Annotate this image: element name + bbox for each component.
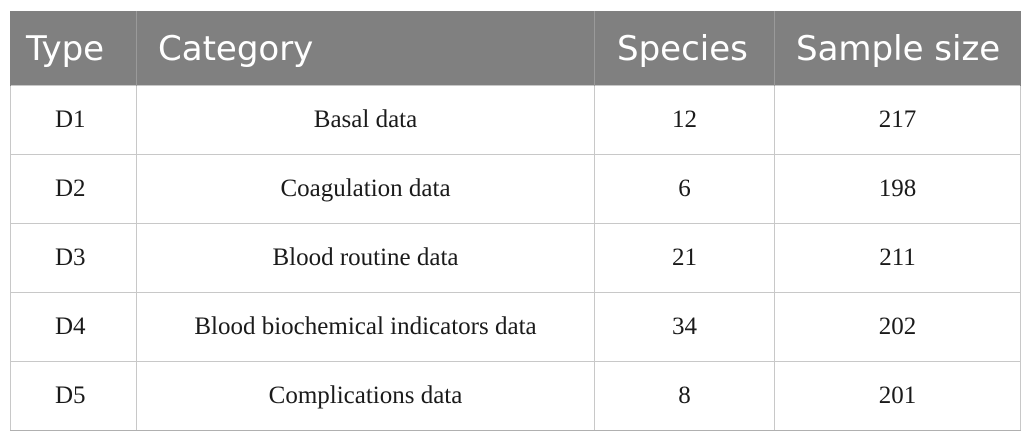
cell-sample-size: 201 <box>774 361 1021 431</box>
cell-category: Blood routine data <box>136 223 595 293</box>
cell-species: 6 <box>594 154 775 224</box>
header-row: Type Category Species Sample size <box>10 11 1021 86</box>
table-row: D3 Blood routine data 21 211 <box>10 223 1021 293</box>
cell-category: Blood biochemical indicators data <box>136 292 595 362</box>
table-row: D2 Coagulation data 6 198 <box>10 154 1021 224</box>
header-species: Species <box>594 11 775 86</box>
cell-species: 8 <box>594 361 775 431</box>
cell-category: Coagulation data <box>136 154 595 224</box>
data-table: Type Category Species Sample size D1 Bas… <box>10 11 1021 431</box>
table-header: Type Category Species Sample size <box>10 11 1021 86</box>
cell-type: D4 <box>10 292 137 362</box>
cell-category: Basal data <box>136 85 595 155</box>
cell-species: 34 <box>594 292 775 362</box>
cell-sample-size: 217 <box>774 85 1021 155</box>
header-category: Category <box>136 11 595 86</box>
header-sample-size: Sample size <box>774 11 1021 86</box>
cell-sample-size: 202 <box>774 292 1021 362</box>
cell-category: Complications data <box>136 361 595 431</box>
table-body: D1 Basal data 12 217 D2 Coagulation data… <box>10 85 1021 431</box>
cell-sample-size: 198 <box>774 154 1021 224</box>
table-row: D4 Blood biochemical indicators data 34 … <box>10 292 1021 362</box>
cell-species: 12 <box>594 85 775 155</box>
cell-type: D3 <box>10 223 137 293</box>
cell-sample-size: 211 <box>774 223 1021 293</box>
header-type: Type <box>10 11 137 86</box>
cell-type: D5 <box>10 361 137 431</box>
cell-type: D1 <box>10 85 137 155</box>
cell-species: 21 <box>594 223 775 293</box>
cell-type: D2 <box>10 154 137 224</box>
table-row: D5 Complications data 8 201 <box>10 361 1021 431</box>
table-row: D1 Basal data 12 217 <box>10 85 1021 155</box>
